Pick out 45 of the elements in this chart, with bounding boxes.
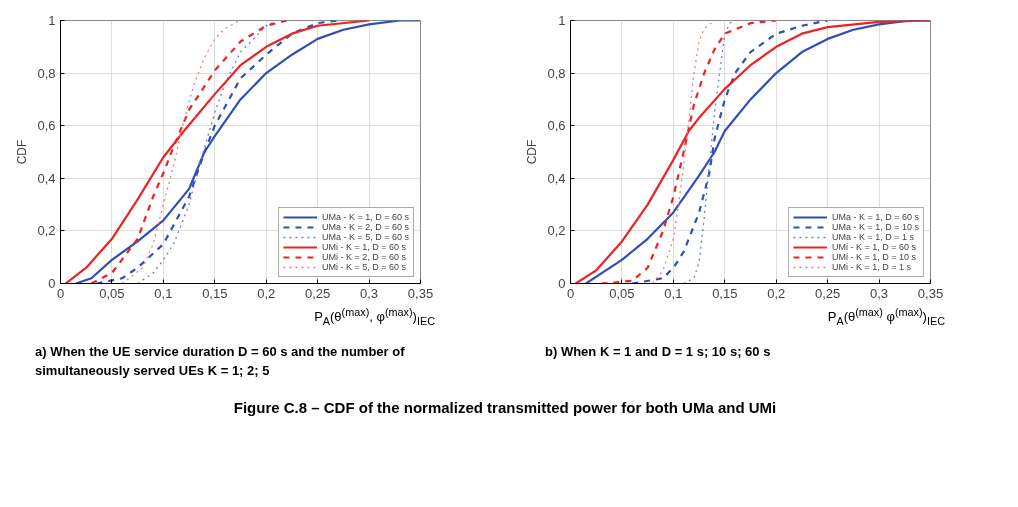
y-tick-label: 0,6	[37, 118, 56, 134]
x-tick-label: 0,05	[609, 285, 635, 301]
x-axis-title: P$_{A}$(θ$^{(max)}$ φ$^{(max)}$)$_{IEC}$	[826, 305, 945, 329]
legend-label: UMi - K = 2, D = 60 s	[321, 252, 406, 262]
legend-label: UMi - K = 1, D = 10 s	[831, 252, 916, 262]
y-tick-label: 0,4	[37, 170, 56, 186]
legend-label: UMa - K = 5, D = 60 s	[321, 232, 409, 242]
y-tick-label: 0,6	[547, 118, 566, 134]
legend-label: UMi - K = 1, D = 60 s	[321, 242, 406, 252]
x-tick-label: 0,3	[360, 285, 379, 301]
legend-label: UMa - K = 1, D = 60 s	[831, 212, 919, 222]
x-tick-label: 0,2	[257, 285, 276, 301]
x-tick-label: 0,35	[407, 285, 434, 301]
x-axis-title: P$_{A}$(θ$^{(max)}$, φ$^{(max)}$)$_{IEC}$	[313, 305, 435, 329]
x-tick-label: 0,25	[814, 285, 841, 301]
x-tick-label: 0,3	[870, 285, 889, 301]
y-tick-label: 0,2	[547, 223, 566, 239]
line-series	[74, 20, 421, 284]
x-tick-label: 0,1	[154, 285, 173, 301]
line-series	[64, 20, 371, 284]
text: Figure C.8 – CDF of the normalized transmitted power for both UMa and UMi	[232, 398, 778, 418]
x-tick-label: 0,15	[712, 285, 738, 301]
x-tick-label: 0,05	[99, 285, 125, 301]
y-axis-title: CDF	[15, 139, 30, 165]
legend-label: UMa - K = 2, D = 60 s	[321, 222, 409, 232]
x-tick-label: 0,25	[304, 285, 331, 301]
text: a) When the UE service duration D = 60 s and the number of simultaneously served UEs K = 1; 2; 5	[35, 343, 406, 380]
y-tick-label: 0,2	[37, 223, 56, 239]
x-tick-label: 0,1	[664, 285, 683, 301]
y-tick-label: 0,8	[37, 65, 56, 81]
y-tick-label: 1	[558, 13, 566, 28]
text: b) When K = 1 and D = 1 s; 10 s; 60 s	[545, 343, 772, 361]
y-axis-title: CDF	[525, 139, 540, 165]
y-tick-label: 1	[48, 13, 56, 28]
legend-label: UMi - K = 1, D = 1 s	[831, 262, 911, 272]
y-tick-label: 0,8	[547, 65, 566, 81]
legend-label: UMa - K = 1, D = 1 s	[831, 232, 914, 242]
legend-label: UMa - K = 1, D = 10 s	[831, 222, 919, 232]
x-tick-label: 0,35	[917, 285, 944, 301]
legend-label: UMi - K = 1, D = 60 s	[831, 242, 916, 252]
legend-label: UMa - K = 1, D = 60 s	[321, 212, 409, 222]
legend-label: UMi - K = 5, D = 60 s	[321, 262, 406, 272]
y-tick-label: 0,4	[547, 170, 566, 186]
x-tick-label: 0,2	[767, 285, 786, 301]
x-tick-label: 0,15	[202, 285, 228, 301]
